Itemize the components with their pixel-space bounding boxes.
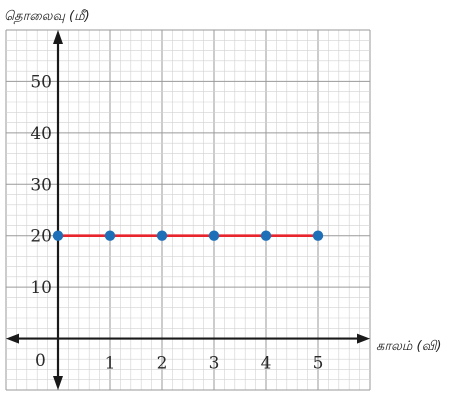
y-tick-label: 10 (30, 278, 52, 298)
data-point (260, 230, 272, 241)
data-point (208, 230, 220, 241)
x-tick-label: 2 (157, 354, 168, 374)
x-axis-title: காலம் (வி) (376, 339, 441, 354)
x-axis-arrow-right (357, 333, 370, 344)
x-tick-label: 5 (313, 354, 324, 374)
y-tick-label: 50 (30, 72, 52, 92)
tick-labels: 1 2 3 4 5 10 20 30 40 50 (30, 72, 323, 373)
data-point (312, 230, 324, 241)
y-axis-title: தொலைவு (மீ) (4, 9, 90, 25)
x-tick-label: 3 (209, 354, 220, 374)
y-tick-label: 30 (30, 175, 52, 195)
data-point (52, 230, 64, 241)
x-tick-label: 4 (261, 354, 272, 374)
x-tick-label: 1 (105, 354, 116, 374)
grid (5, 29, 371, 391)
x-axis-arrow-left (6, 333, 19, 344)
y-tick-label: 40 (30, 124, 52, 144)
origin-label: 0 (35, 351, 46, 371)
y-tick-label: 20 (30, 227, 52, 247)
y-axis-arrow-up (53, 30, 63, 44)
data-point (104, 230, 116, 241)
data-point (156, 230, 168, 241)
series (52, 230, 324, 241)
y-axis-arrow-down (53, 376, 63, 390)
axes (6, 30, 370, 390)
